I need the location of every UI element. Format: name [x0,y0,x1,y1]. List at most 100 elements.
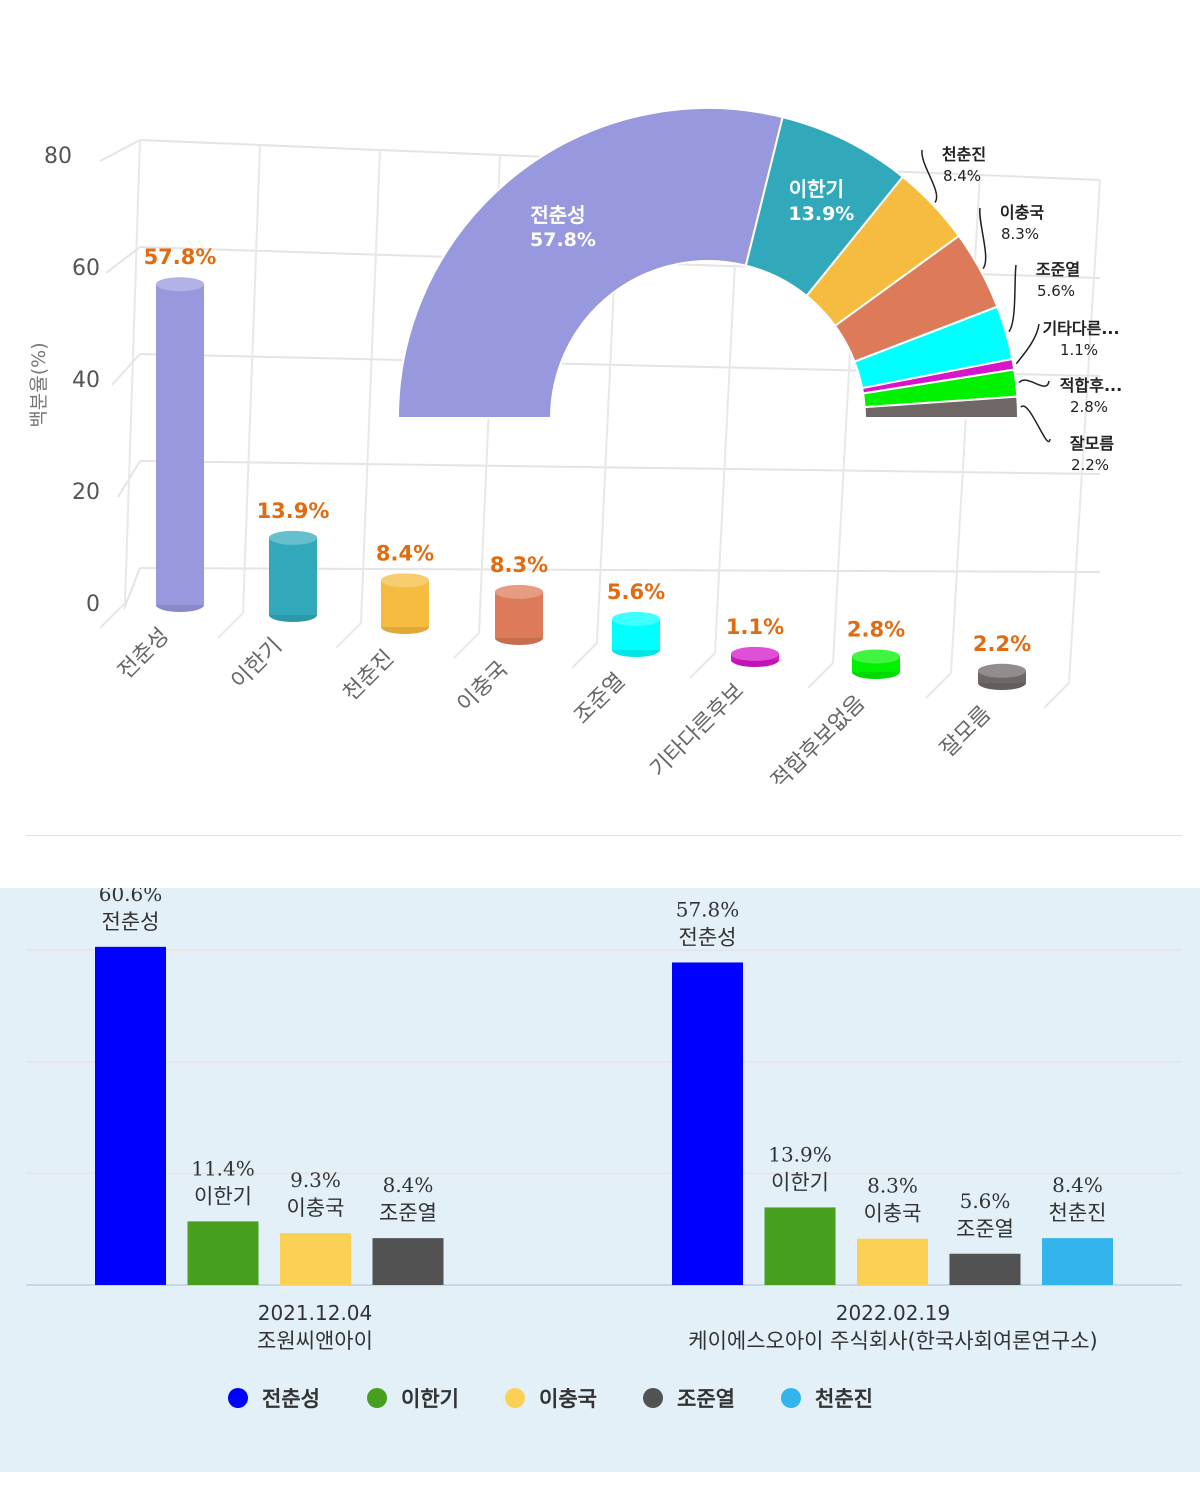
x-tick-label: 전춘성 [114,624,175,685]
group-date-label: 2021.12.04 [258,1301,373,1325]
slice-label-name: 조준열 [1036,260,1080,279]
legend-item[interactable]: 천춘진 [781,1387,873,1411]
leader-line [979,207,987,270]
bar [672,962,743,1285]
bar-value-label: 8.3% [867,1174,918,1198]
x-tick-label: 이한기 [227,634,288,695]
legend-marker-icon [228,1388,248,1408]
cylinder-bar [495,584,543,645]
group-date-label: 2022.02.19 [836,1301,951,1325]
cylinder-bar [852,649,900,679]
legend-label: 조준열 [677,1387,735,1411]
bar-value-label: 60.6% [99,888,163,906]
grouped-bar-chart: 60.6% 전춘성 11.4% 이한기 9.3% 이충국 8.4% 조준열 2021.12.04… [26,888,1182,1411]
data-label: 5.6% [607,580,665,604]
x-tick-label: 기타다른후보 [646,679,750,783]
legend-item[interactable]: 조준열 [643,1387,735,1411]
gridline-floor [335,622,362,649]
gridline-floor [925,672,952,699]
bar-top [156,277,204,292]
leader-line [1015,323,1040,365]
legend-item[interactable]: 이한기 [367,1387,459,1411]
cylinder-bar [156,277,204,612]
bar-name-label: 이충국 [287,1196,345,1220]
bar-name-label: 천춘진 [1049,1201,1107,1225]
y-tick-label: 80 [44,144,72,169]
slice-label-name: 전춘성 [530,203,585,227]
legend-item[interactable]: 이충국 [505,1387,597,1411]
bar-value-label: 13.9% [768,1142,832,1166]
leader-line [1018,379,1050,387]
bar-body [269,537,317,615]
legend-label: 천춘진 [815,1387,873,1411]
bar-top [269,530,317,545]
group-pollster-label: 조원씨앤아이 [257,1329,373,1353]
bar-name-label: 이한기 [771,1170,829,1194]
slice-label-name: 천춘진 [942,145,986,164]
y-tick-label: 40 [72,368,100,393]
y-axis-title: 백분율(%) [28,342,50,427]
bar-value-label: 5.6% [960,1189,1011,1213]
slice-label-name: 기타다른... [1042,319,1119,338]
bar-name-label: 전춘성 [679,925,737,949]
bar-value-label: 8.4% [383,1173,434,1197]
y-tick-label: 60 [72,256,100,281]
x-tick-label: 조준열 [570,669,631,730]
poll-comparison-panel: 60.6% 전춘성 11.4% 이한기 9.3% 이충국 8.4% 조준열 2021.12.04… [0,888,1200,1472]
cylinder-bar [731,646,779,667]
gridline-vertical [360,149,381,624]
cylinder-bar [381,573,429,634]
bar [949,1253,1021,1285]
slice-label-value: 57.8% [530,229,596,251]
cylinder-bar [269,530,317,622]
gridline-vertical [950,174,981,674]
legend-label: 전춘성 [262,1387,320,1411]
bar-top [978,663,1026,678]
group-pollster-label: 케이에스오아이 주식회사(한국사회여론연구소) [688,1329,1097,1353]
bar [857,1238,928,1285]
bar-body [495,591,543,638]
gridline [139,460,1101,475]
data-label: 8.3% [490,553,548,577]
bar-body [156,284,204,605]
donut-slice [396,107,784,419]
bar [764,1207,836,1285]
slice-label-value: 8.3% [1001,225,1039,243]
cylinder-bar [978,663,1026,690]
legend-marker-icon [367,1388,387,1408]
y-tick-label: 20 [72,480,100,505]
bar [280,1233,351,1285]
section-divider [26,835,1182,836]
slice-label-name: 잘모름 [1070,434,1114,453]
gridline-floor [99,602,126,629]
cylinder-bar [612,611,660,657]
x-tick-label: 적합후보없음 [767,691,871,795]
bar-name-label: 이한기 [194,1184,252,1208]
legend-label: 이한기 [401,1387,459,1411]
bar-top [381,573,429,588]
bar-body [381,580,429,627]
slice-label-name: 이한기 [789,177,844,201]
bar-top [495,584,543,599]
leader-line [1008,264,1017,333]
bar-name-label: 이충국 [864,1202,922,1226]
x-tick-label: 천춘진 [339,646,400,707]
bar [187,1221,259,1285]
bar-top [852,649,900,664]
bar-value-label: 57.8% [676,897,740,921]
gridline-side [105,246,141,274]
data-label: 2.8% [847,617,905,641]
legend-item[interactable]: 전춘성 [228,1387,320,1411]
slice-label-value: 5.6% [1037,282,1075,300]
bar-name-label: 전춘성 [102,910,160,934]
slice-label-value: 8.4% [943,167,981,185]
slice-label-value: 1.1% [1060,341,1098,359]
x-tick-label: 잘모름 [936,702,997,763]
gridline-vertical [1068,179,1101,684]
gridline-vertical [242,144,261,614]
legend-marker-icon [505,1388,525,1408]
bar [372,1238,444,1285]
x-tick-label: 이충국 [453,657,514,718]
bar-value-label: 11.4% [191,1156,255,1180]
legend-marker-icon [781,1388,801,1408]
